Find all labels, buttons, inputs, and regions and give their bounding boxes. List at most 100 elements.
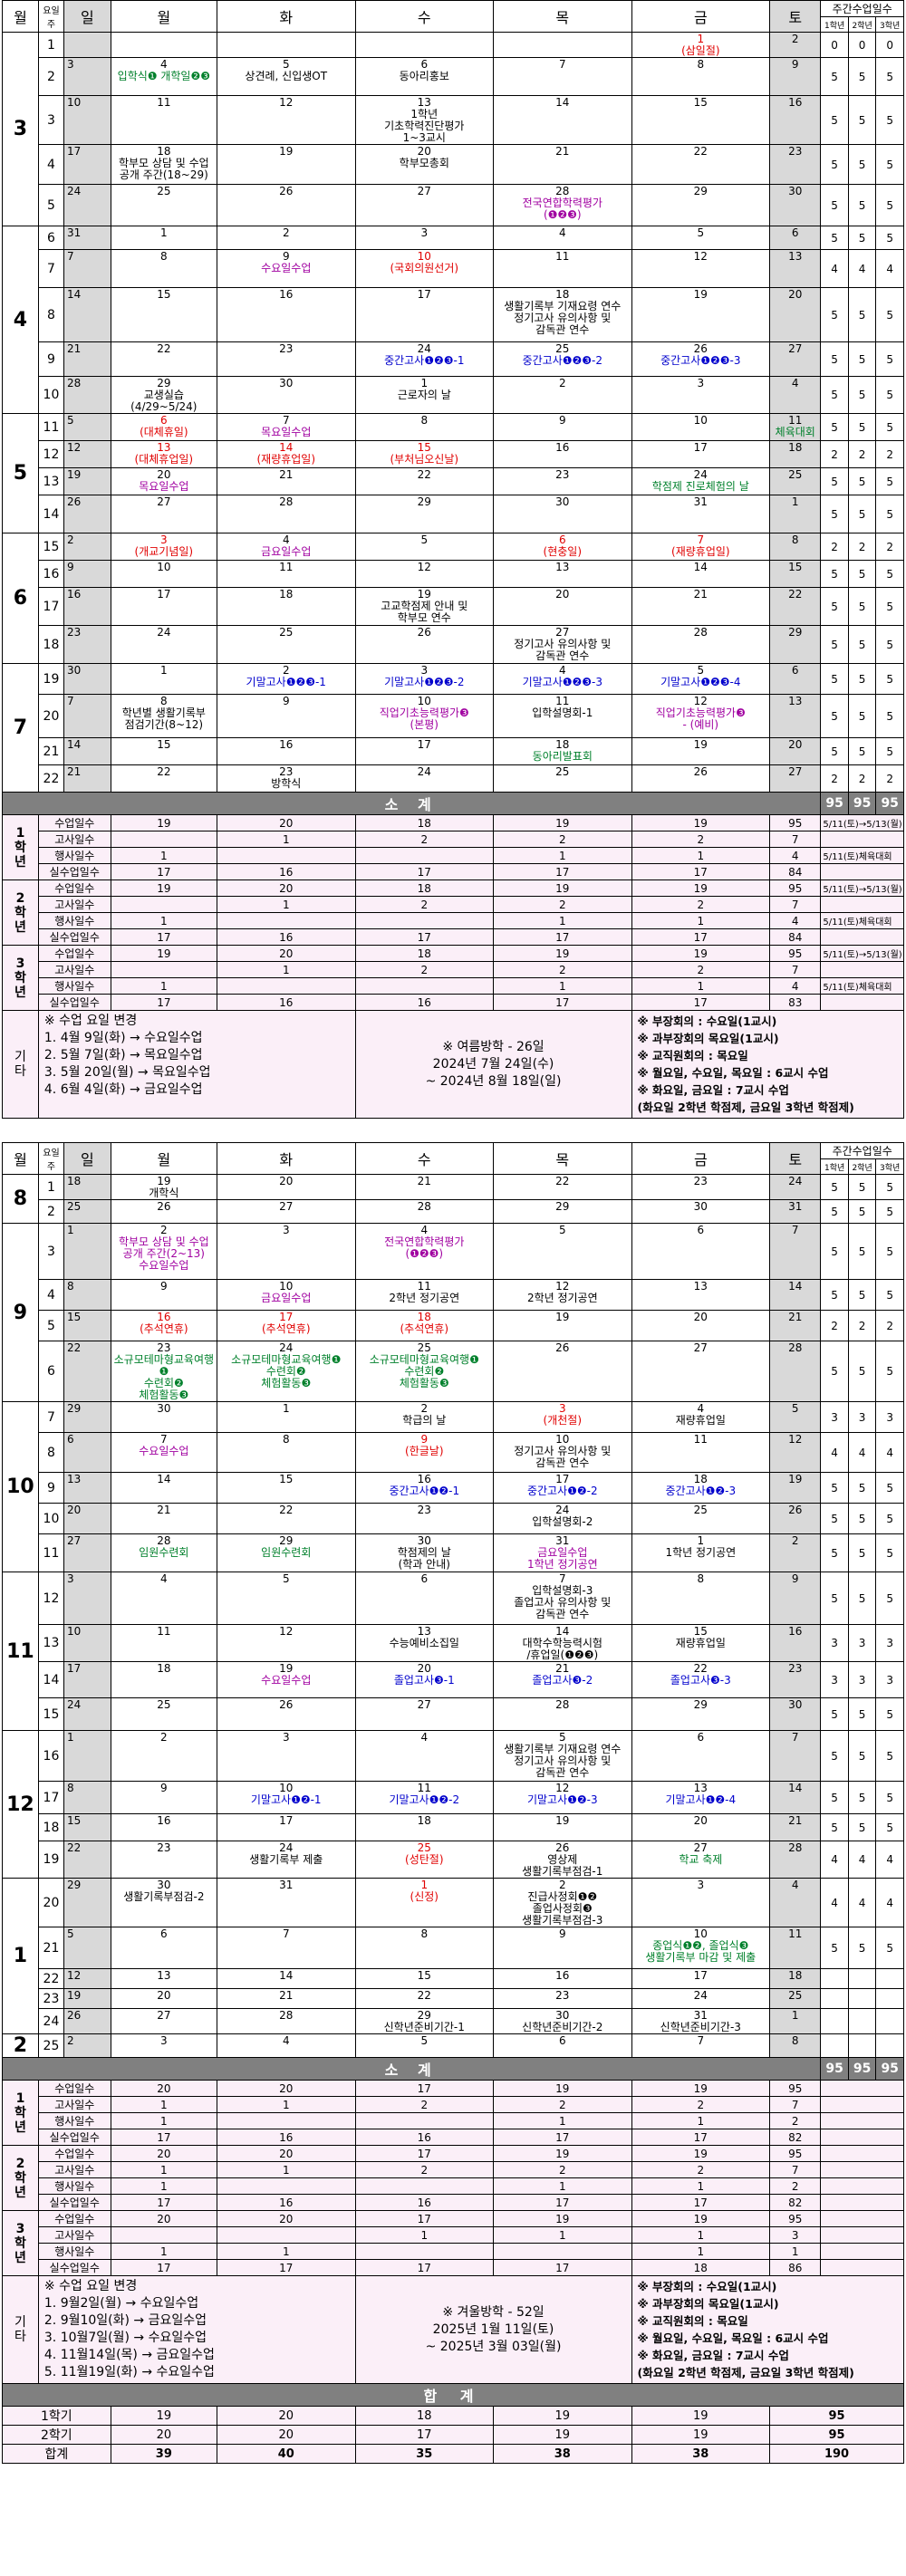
day-header-3: 수: [354, 1142, 495, 1175]
day-cell: 30 생활기록부점검-2: [110, 1878, 218, 1927]
day-cell: 14: [769, 1279, 822, 1311]
date-number: 5: [282, 1572, 290, 1585]
month-label: 11: [2, 1572, 39, 1731]
date-number: [494, 33, 631, 34]
date-number: 31: [67, 226, 82, 239]
day-cell: 2: [110, 1730, 218, 1782]
date-number: 18: [555, 738, 570, 751]
day-cell: 8: [631, 1572, 771, 1625]
date-number: 23: [693, 1175, 708, 1187]
date-number: 19: [693, 288, 708, 301]
date-number: 24: [693, 1989, 708, 2002]
date-number: 9: [791, 1572, 799, 1585]
weekly-count: 5: [875, 1697, 904, 1731]
day-cell: 5 기말고사❶❷❸-4: [631, 663, 771, 695]
week-number: 3: [37, 95, 65, 145]
weekly-count: 5: [847, 1927, 877, 1969]
date-number: 1: [67, 1224, 74, 1236]
date-number: 17: [417, 288, 431, 301]
weekly-count: 4: [820, 1432, 849, 1473]
weekly-count: 5: [820, 1927, 849, 1969]
day-cell: 6: [354, 1572, 495, 1625]
total-value: 38: [631, 2444, 771, 2464]
stat-label: 행사일수: [37, 2112, 111, 2129]
date-number: 30: [693, 1200, 708, 1213]
total-value: 19: [631, 2406, 771, 2426]
stat-row: 2 학 년 수업일수 19 20 18 19 19 95 5/11(토)→5/13(월): [2, 879, 904, 946]
weekly-count: 5: [875, 57, 904, 96]
stat-value: 1: [631, 977, 771, 995]
date-number: 19: [417, 588, 431, 601]
day-cell: 6: [769, 226, 822, 250]
weekday-change-notes: ※ 수업 요일 변경 1. 9월2일(월) → 수요일수업 2. 9월10일(화…: [37, 2275, 356, 2384]
date-number: 21: [555, 1662, 570, 1675]
date-number: 11: [788, 1927, 803, 1940]
date-number: 5: [558, 1731, 566, 1744]
day-cell: 16: [493, 440, 632, 468]
event-text: 기말고사❶❷❸-2: [384, 676, 465, 688]
date-number: 4: [282, 2034, 290, 2047]
event-text: 직업기초능력평가❸ - (예비): [655, 706, 746, 731]
week-number: 19: [37, 1841, 65, 1879]
stat-value: [354, 2112, 495, 2129]
day-cell: 12 기말고사❶❷-3: [493, 1781, 632, 1814]
stat-value: 84: [769, 928, 822, 946]
weekly-hours-header: 주간수업일수: [820, 0, 904, 17]
date-number: 3: [282, 1224, 290, 1236]
date-number: 12: [417, 561, 431, 573]
day-cell: 15: [110, 287, 218, 342]
day-cell: 31 금요일수업 1학년 정기공연: [493, 1533, 632, 1572]
day-cell: 28: [631, 625, 771, 664]
stat-value: 95: [769, 2080, 822, 2097]
event-text: (추석연휴): [140, 1322, 188, 1335]
stat-value: 19: [631, 879, 771, 897]
stat-value: 1: [631, 847, 771, 864]
day-cell: 17: [63, 1661, 111, 1698]
date-number: 7: [791, 1224, 799, 1236]
event-text: 입학설명회-2: [532, 1515, 593, 1528]
date-number: 23: [788, 1662, 803, 1675]
week-row: 3 1 1 (삼일절) 2 0 0 0: [2, 32, 904, 226]
date-number: 13: [417, 96, 431, 109]
date-number: 8: [791, 533, 799, 546]
weekly-count: 5: [847, 495, 877, 533]
weekly-count: 5: [820, 1533, 849, 1572]
date-number: 25: [693, 1504, 708, 1516]
grade-header-1: 2학년: [847, 1158, 877, 1175]
weekly-count: 5: [820, 625, 849, 664]
day-cell: 25: [217, 625, 356, 664]
event-text: (성탄절): [405, 1853, 444, 1866]
day-cell: 6 동아리홍보: [354, 57, 495, 96]
day-cell: 1: [63, 1730, 111, 1782]
stat-value: 2: [631, 896, 771, 913]
weekly-count: 5: [847, 1279, 877, 1311]
date-number: 6: [67, 1433, 74, 1446]
day-cell: 29: [63, 1878, 111, 1927]
week-row: 21 14 15 16 17 18 동아리발표회 19 20 5 5 5: [3, 737, 904, 765]
day-cell: 1: [769, 495, 822, 533]
stat-row: 실수업일수 17 16 16 17 17 82: [3, 2129, 904, 2146]
event-text: 상견례, 신입생OT: [245, 70, 328, 82]
weekly-count: 2: [820, 764, 849, 793]
stat-value: 17: [493, 2194, 632, 2211]
day-cell: 29 교생실습(4/29~5/24): [110, 376, 218, 414]
day-cell: 12: [631, 249, 771, 288]
date-number: 7: [282, 414, 290, 427]
weekly-count: 5: [847, 1341, 877, 1402]
day-cell: 25: [110, 184, 218, 226]
week-number: 5: [37, 1310, 65, 1341]
day-cell: 31: [217, 1878, 356, 1927]
date-number: 29: [279, 1534, 294, 1547]
stat-note: 5/11(토)체육대회: [820, 977, 904, 995]
date-number: 18: [67, 1175, 82, 1187]
day-cell: 17: [110, 587, 218, 626]
date-number: 3: [697, 377, 705, 389]
weekly-count: 4: [820, 1878, 849, 1927]
day-cell: 9 (한글날): [354, 1432, 495, 1473]
date-number: 17: [157, 588, 171, 601]
date-number: 22: [693, 1662, 708, 1675]
stat-value: 84: [769, 863, 822, 880]
day-cell: 30 신학년준비기간-2: [493, 2008, 632, 2034]
date-number: 24: [788, 1175, 803, 1187]
weekly-count: 5: [820, 1813, 849, 1841]
